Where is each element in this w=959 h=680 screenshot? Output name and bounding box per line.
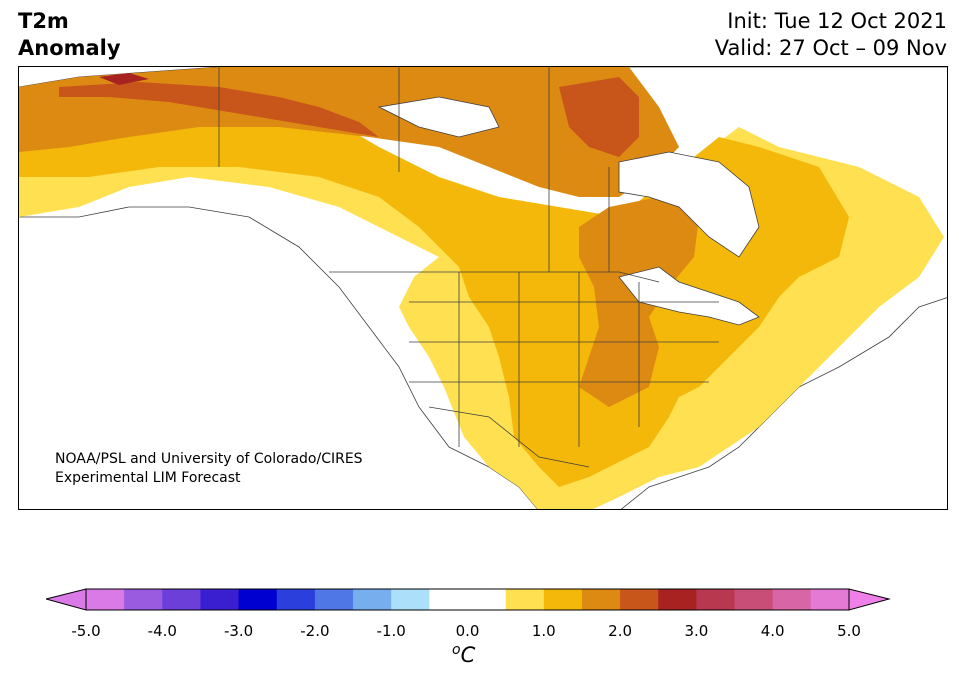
colorbar-tick-label: 2.0	[608, 622, 633, 640]
init-date: Init: Tue 12 Oct 2021	[727, 9, 947, 33]
colorbar-bin-6	[314, 589, 354, 610]
colorbar-tick-label: -5.0	[71, 622, 101, 640]
colorbar-tick-label: 3.0	[684, 622, 709, 640]
colorbar-bin-3	[200, 589, 240, 610]
colorbar-over-arrow	[848, 588, 891, 611]
unit-celsius: C	[460, 643, 476, 667]
great-lakes	[618, 266, 760, 326]
map-canvas	[19, 67, 947, 509]
colorbar-bin-14	[658, 589, 697, 610]
colorbar-bin-17	[772, 589, 812, 610]
colorbar-outline	[85, 588, 850, 611]
colorbar-bin-11	[543, 589, 583, 610]
colorbar-bin-15	[696, 589, 736, 610]
colorbar-bin-8	[391, 589, 430, 610]
colorbar-tick-label: -3.0	[223, 622, 254, 640]
map-title: T2m Anomaly	[18, 8, 121, 62]
colorbar-bins	[86, 589, 850, 610]
colorbar	[46, 588, 891, 611]
credit-line-2: Experimental LIM Forecast	[55, 470, 241, 486]
hudson-bay	[618, 151, 760, 258]
mexico-border	[428, 406, 590, 468]
anomaly-map	[18, 66, 948, 510]
water-bodies	[377, 96, 760, 326]
colorbar-bin-1	[124, 589, 163, 610]
colorbar-bin-5	[276, 589, 316, 610]
colorbar-tick-label: 1.0	[531, 622, 556, 640]
us-states	[409, 272, 719, 447]
colorbar-bin-18	[810, 589, 850, 610]
political-borders	[218, 67, 719, 468]
colorbar-tick-label: 5.0	[837, 622, 861, 640]
forecast-dates: Init: Tue 12 Oct 2021 Valid: 27 Oct – 09…	[715, 8, 947, 62]
fill-3-0	[99, 73, 149, 85]
canada-provinces	[218, 67, 610, 272]
us-canada-border	[329, 271, 660, 283]
colorbar-unit: oC	[452, 642, 475, 667]
colorbar-bin-4	[238, 589, 278, 610]
colorbar-bin-2	[162, 589, 201, 610]
data-credit: NOAA/PSL and University of Colorado/CIRE…	[55, 450, 363, 488]
title-field: Anomaly	[18, 36, 121, 60]
colorbar-bin-13	[620, 589, 659, 610]
colorbar-tick-label: -4.0	[147, 622, 177, 640]
colorbar-bin-7	[353, 589, 392, 610]
colorbar-bin-16	[734, 589, 774, 610]
valid-period: Valid: 27 Oct – 09 Nov	[714, 36, 947, 60]
credit-line-1: NOAA/PSL and University of Colorado/CIRE…	[55, 451, 363, 467]
arctic-water	[377, 96, 500, 138]
colorbar-bin-12	[581, 589, 621, 610]
unit-degree: o	[452, 642, 461, 658]
colorbar-bin-9	[429, 589, 507, 610]
colorbar-tick-label: 0.0	[455, 622, 480, 640]
colorbar-tick-label: 4.0	[760, 622, 785, 640]
title-variable: T2m	[18, 9, 69, 33]
colorbar-tick-label: -2.0	[300, 622, 330, 640]
colorbar-bin-10	[505, 589, 545, 610]
colorbar-under-arrow	[46, 588, 87, 611]
colorbar-bin-0	[86, 589, 125, 610]
colorbar-tick-label: -1.0	[376, 622, 406, 640]
fill-2-5-hudson	[559, 77, 639, 157]
